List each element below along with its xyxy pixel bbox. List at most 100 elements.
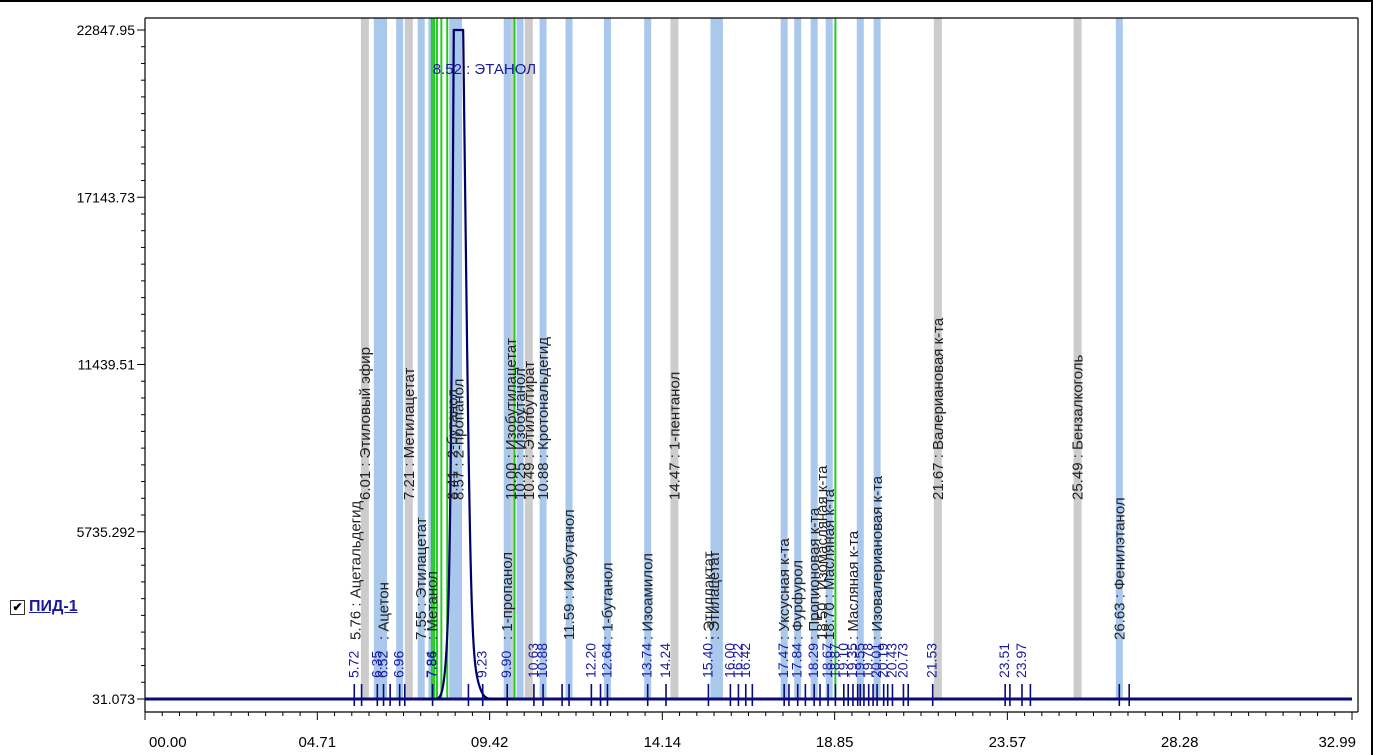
peak-time-label: 5.72 xyxy=(345,651,361,678)
component-label: 10.25 : Изобутанол xyxy=(512,368,529,500)
peak-time-label: 21.53 xyxy=(924,643,940,678)
blue-band xyxy=(603,18,611,699)
peak-time-label: 13.74 xyxy=(639,643,655,678)
peak-time-label: 19.78 xyxy=(860,643,876,678)
blue-band xyxy=(715,18,723,699)
blue-band xyxy=(810,18,818,699)
x-tick-label: 04.71 xyxy=(299,734,337,751)
component-label: 21.67 : Валериановая к-та xyxy=(930,317,947,500)
gray-band xyxy=(506,18,515,699)
blue-band xyxy=(794,18,802,699)
component-label: 10.49 : Этилбутират xyxy=(521,361,538,500)
peak-time-label: 6.35 xyxy=(368,651,384,678)
x-tick-label: 09.42 xyxy=(471,734,509,751)
blue-band xyxy=(710,18,718,699)
component-label: 18.70 : Масляная к-та xyxy=(821,488,838,640)
component-label: : Фурфурол xyxy=(790,560,807,640)
x-tick-label: 32.99 xyxy=(1318,734,1356,751)
component-label: : Изоамилол xyxy=(640,553,657,640)
detector-toggle[interactable]: ✔ ПИД-1 xyxy=(10,598,78,616)
component-label: 25.49 : Бензалкоголь xyxy=(1070,355,1087,500)
component-label: 5.76 : Ацетальдегид xyxy=(348,500,365,640)
signal-trace xyxy=(145,28,1352,701)
gray-band xyxy=(1073,18,1082,699)
peak-time-label: 6.52 xyxy=(375,651,391,678)
component-label: 11.59 : Изобутанол xyxy=(561,509,578,640)
component-label: 26.63 : Фенилэтанол xyxy=(1111,497,1128,640)
component-label: : Этилацетат xyxy=(706,551,723,640)
peak-time-label: 7.84 xyxy=(423,651,439,678)
component-label: : Метанол xyxy=(424,571,441,640)
component-label: 7.21 : Метилацетат xyxy=(401,367,418,500)
component-label: : 1-пропанол xyxy=(499,552,516,640)
component-label: : Этиллактат xyxy=(700,551,717,640)
peak-time-label: 20.19 xyxy=(875,643,891,678)
component-label: : Масляная к-та xyxy=(845,530,862,640)
y-tick-label: 5735.292 xyxy=(77,524,136,540)
blue-band xyxy=(455,18,463,699)
detector-label-link[interactable]: ПИД-1 xyxy=(29,598,78,615)
ethanol-peak-trace xyxy=(423,28,511,701)
component-label: 14.47 : 1-пентанол xyxy=(666,372,683,500)
x-tick-label: 23.57 xyxy=(989,734,1027,751)
x-tick-label: 14.14 xyxy=(644,734,682,751)
blue-band xyxy=(417,18,425,699)
gray-band xyxy=(360,18,369,699)
peak-time-label: 9.23 xyxy=(474,651,490,678)
y-tick-label: 11439.51 xyxy=(78,357,136,373)
peak-time-label: 19.35 xyxy=(844,643,860,678)
peak-time-label: 6.96 xyxy=(391,651,407,678)
peak-time-label: 16.42 xyxy=(737,643,753,678)
peak-time-label: 10.88 xyxy=(534,643,550,678)
gray-band xyxy=(933,18,942,699)
peak-time-label: 17.84 xyxy=(789,643,805,678)
component-label: 6.01 : Этиловый эфир xyxy=(357,347,374,500)
component-label: 18.50 : Изомасляная к-та xyxy=(814,465,831,640)
peak-time-label: 18.87 xyxy=(826,643,842,678)
x-tick-label: 00.00 xyxy=(149,734,187,751)
plot-area xyxy=(145,18,1358,712)
peak-time-label: 12.20 xyxy=(582,643,598,678)
component-label: 10.00 : Изобутилацетат xyxy=(503,338,520,500)
component-label: 8.41 : 2-бутанол xyxy=(445,389,462,500)
y-tick-label: 17143.73 xyxy=(77,189,136,205)
peak-time-label: 14.24 xyxy=(657,643,673,678)
component-label: 10.88 : Кротональдегид xyxy=(535,337,552,500)
blue-band xyxy=(373,18,381,699)
peak-time-label: 20.73 xyxy=(894,643,910,678)
component-label: : Пропионовая к-та xyxy=(806,507,823,640)
gray-band xyxy=(524,18,533,699)
blue-band xyxy=(503,18,511,699)
peak-time-label: 20.43 xyxy=(883,643,899,678)
peak-time-label: 19.10 xyxy=(835,643,851,678)
detector-checkbox[interactable]: ✔ xyxy=(10,599,25,615)
peak-time-label: 12.64 xyxy=(598,643,614,678)
main-peak-label: 8.52 : ЭТАНОЛ xyxy=(433,61,536,78)
y-tick-label: 31.073 xyxy=(92,691,135,707)
peak-time-label: 23.97 xyxy=(1013,643,1029,678)
x-tick-label: 28.28 xyxy=(1161,734,1199,751)
component-label: : Ацетон xyxy=(376,582,393,640)
peak-time-label: 16.00 xyxy=(721,643,737,678)
peak-time-label: 18.67 xyxy=(819,643,835,678)
blue-band xyxy=(396,18,404,699)
right-border xyxy=(1371,0,1373,755)
blue-band xyxy=(539,18,547,699)
top-border xyxy=(0,0,1373,2)
component-label: 8.57 : 2-пропанол xyxy=(451,379,468,500)
peak-time-label: 18.29 xyxy=(805,643,821,678)
peak-time-label: 19.55 xyxy=(851,643,867,678)
component-label: 7.55 : Этилацетат xyxy=(413,517,430,640)
blue-band xyxy=(565,18,573,699)
gray-band xyxy=(670,18,679,699)
peak-time-label: 10.63 xyxy=(525,643,541,678)
blue-band xyxy=(644,18,652,699)
peak-markers xyxy=(353,684,1130,706)
peak-time-label: 15.40 xyxy=(699,643,715,678)
peak-time-label: 9.90 xyxy=(498,651,514,678)
peak-time-label: 23.51 xyxy=(996,643,1012,678)
blue-band xyxy=(1115,18,1123,699)
component-label: : Уксусная к-та xyxy=(776,538,793,640)
blue-band xyxy=(873,18,881,699)
